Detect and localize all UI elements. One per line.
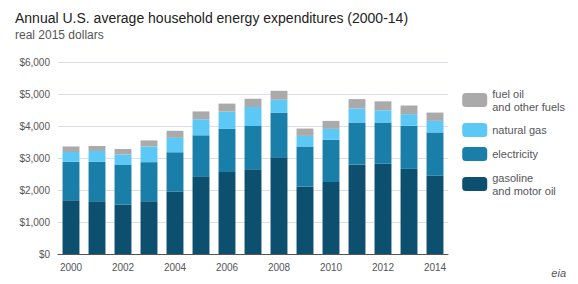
svg-text:2008: 2008 xyxy=(268,262,291,273)
svg-text:2006: 2006 xyxy=(216,262,239,273)
svg-text:$0: $0 xyxy=(39,249,51,260)
svg-text:fuel oil: fuel oil xyxy=(492,88,524,100)
svg-text:natural gas: natural gas xyxy=(492,124,547,136)
svg-text:$4,000: $4,000 xyxy=(19,121,50,132)
svg-text:$3,000: $3,000 xyxy=(19,153,50,164)
svg-text:$2,000: $2,000 xyxy=(19,185,50,196)
svg-text:electricity: electricity xyxy=(492,148,538,160)
svg-text:2004: 2004 xyxy=(164,262,187,273)
svg-text:2010: 2010 xyxy=(320,262,343,273)
svg-text:real 2015 dollars: real 2015 dollars xyxy=(15,28,104,42)
svg-text:eia: eia xyxy=(551,267,566,279)
svg-text:gasoline: gasoline xyxy=(492,172,533,184)
svg-text:and motor oil: and motor oil xyxy=(492,185,556,197)
svg-text:$6,000: $6,000 xyxy=(19,57,50,68)
svg-text:and other fuels: and other fuels xyxy=(492,101,565,113)
svg-text:$1,000: $1,000 xyxy=(19,217,50,228)
svg-text:$5,000: $5,000 xyxy=(19,89,50,100)
svg-text:2002: 2002 xyxy=(112,262,135,273)
svg-text:2014: 2014 xyxy=(424,262,447,273)
svg-text:2012: 2012 xyxy=(372,262,395,273)
svg-text:Annual U.S. average household: Annual U.S. average household energy exp… xyxy=(15,10,408,26)
svg-text:2000: 2000 xyxy=(60,262,83,273)
